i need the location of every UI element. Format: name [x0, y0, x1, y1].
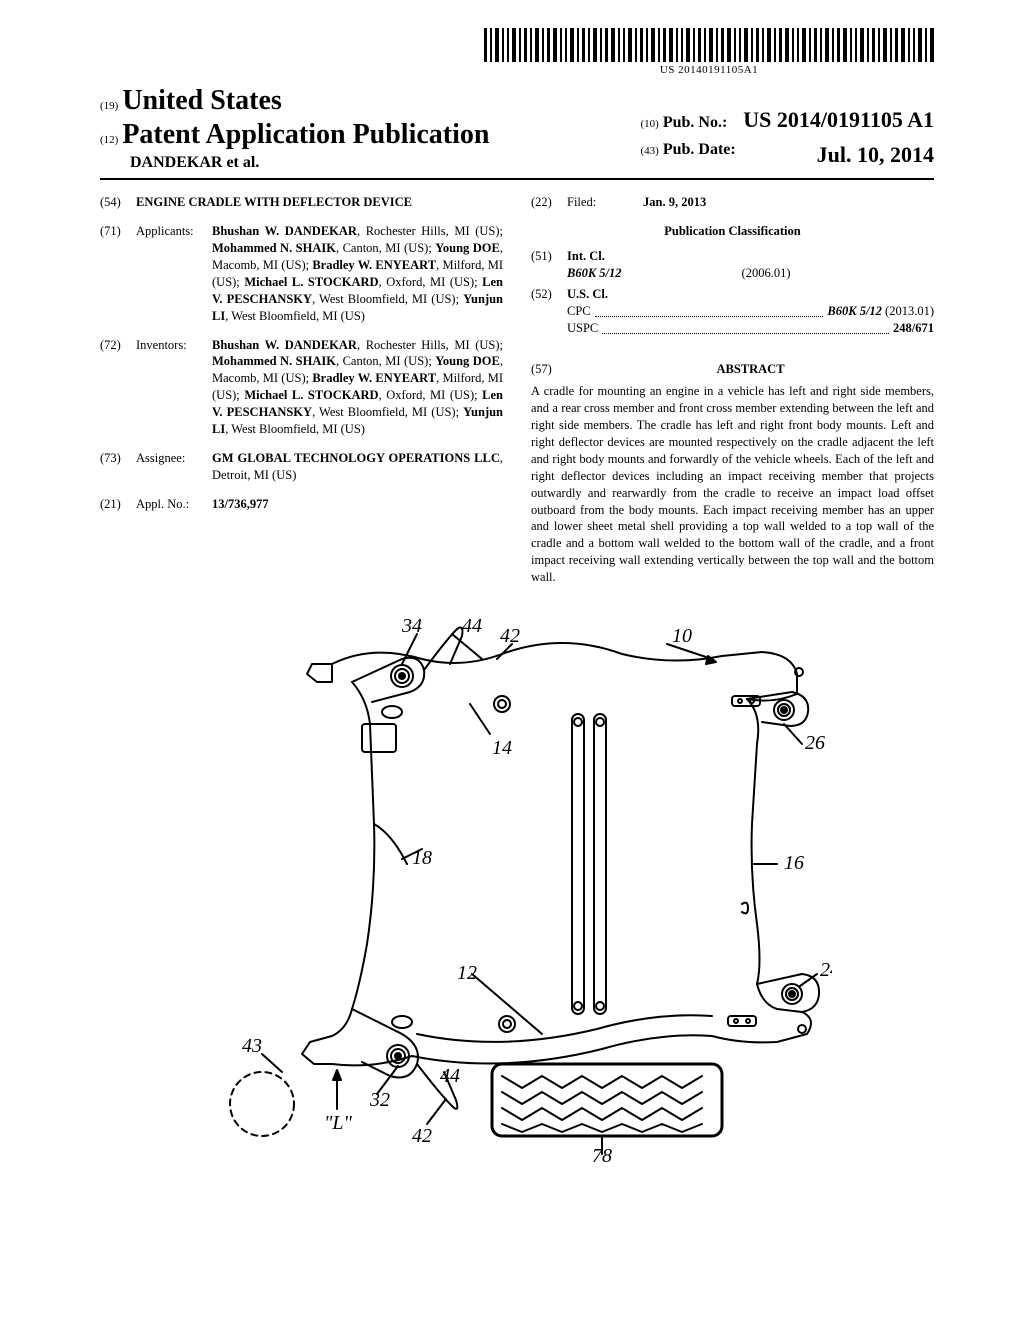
fig-label-16: 16	[784, 852, 804, 874]
country: United States	[122, 85, 281, 116]
fig-label-42a: 42	[500, 625, 520, 647]
field-22: (22) Filed: Jan. 9, 2013	[531, 194, 934, 211]
header-authors: DANDEKAR et al.	[100, 153, 489, 172]
field-52: (52) U.S. Cl. CPC B60K 5/12 (2013.01) US…	[531, 286, 934, 337]
title: ENGINE CRADLE WITH DEFLECTOR DEVICE	[136, 194, 503, 211]
code-57: (57)	[531, 361, 567, 378]
code-19: (19)	[100, 100, 118, 112]
right-column: (22) Filed: Jan. 9, 2013 Publication Cla…	[531, 194, 934, 586]
code-54: (54)	[100, 194, 136, 211]
figure-svg: 10 12 14 16 18 24 26 32 34 42 42 43 44 4…	[202, 604, 832, 1164]
label-22: Filed:	[567, 194, 643, 211]
fig-label-44b: 44	[440, 1065, 460, 1087]
fig-label-43: 43	[242, 1035, 262, 1057]
doc-header: (19) United States (12) Patent Applicati…	[100, 84, 934, 180]
header-right: (10) Pub. No.: US 2014/0191105 A1 (43) P…	[641, 102, 934, 172]
barcode-text: US 20140191105A1	[484, 64, 934, 76]
pubclass-heading: Publication Classification	[531, 223, 934, 240]
code-73: (73)	[100, 450, 136, 484]
field-57: (57) ABSTRACT	[531, 349, 934, 384]
doc-kind: Patent Application Publication	[122, 119, 489, 150]
fig-label-34: 34	[401, 615, 422, 637]
cpc-value: B60K 5/12 (2013.01)	[827, 303, 934, 320]
left-column: (54) ENGINE CRADLE WITH DEFLECTOR DEVICE…	[100, 194, 503, 586]
filed-date: Jan. 9, 2013	[643, 194, 934, 211]
intcl-year: (2006.01)	[742, 265, 791, 282]
field-72: (72) Inventors: Bhushan W. DANDEKAR, Roc…	[100, 337, 503, 438]
fig-label-44a: 44	[462, 615, 482, 637]
code-71: (71)	[100, 223, 136, 324]
label-21: Appl. No.:	[136, 496, 212, 513]
applicants: Bhushan W. DANDEKAR, Rochester Hills, MI…	[212, 223, 503, 324]
fig-label-42b: 42	[412, 1125, 432, 1147]
label-71: Applicants:	[136, 223, 212, 324]
biblio-columns: (54) ENGINE CRADLE WITH DEFLECTOR DEVICE…	[100, 194, 934, 586]
cpc-label: CPC	[567, 303, 591, 320]
appl-no: 13/736,977	[212, 496, 503, 513]
code-10: (10)	[641, 118, 659, 130]
code-72: (72)	[100, 337, 136, 438]
fig-label-L: "L"	[324, 1112, 353, 1134]
inventors: Bhushan W. DANDEKAR, Rochester Hills, MI…	[212, 337, 503, 438]
int-cl: Int. Cl. B60K 5/12 (2006.01)	[567, 248, 934, 282]
fig-label-18: 18	[412, 847, 432, 869]
field-73: (73) Assignee: GM GLOBAL TECHNOLOGY OPER…	[100, 450, 503, 484]
abstract-text: A cradle for mounting an engine in a veh…	[531, 383, 934, 586]
pubdate: Jul. 10, 2014	[817, 137, 934, 172]
label-73: Assignee:	[136, 450, 212, 484]
fig-label-10: 10	[672, 625, 692, 647]
pubdate-label: Pub. Date:	[663, 141, 736, 158]
figure: 10 12 14 16 18 24 26 32 34 42 42 43 44 4…	[100, 604, 934, 1169]
uspc-label: USPC	[567, 320, 598, 337]
code-12: (12)	[100, 134, 118, 146]
intcl-label: Int. Cl.	[567, 248, 934, 265]
code-51: (51)	[531, 248, 567, 282]
intcl-code: B60K 5/12	[567, 265, 622, 282]
fig-label-32: 32	[369, 1089, 390, 1111]
header-left: (19) United States (12) Patent Applicati…	[100, 84, 489, 172]
field-21: (21) Appl. No.: 13/736,977	[100, 496, 503, 513]
assignee: GM GLOBAL TECHNOLOGY OPERATIONS LLC, Det…	[212, 450, 503, 484]
uscl-label: U.S. Cl.	[567, 286, 934, 303]
pubno-label: Pub. No.:	[663, 114, 727, 131]
code-43: (43)	[641, 145, 659, 157]
patent-page: US 20140191105A1 (19) United States (12)…	[0, 0, 1024, 1320]
us-cl: U.S. Cl. CPC B60K 5/12 (2013.01) USPC 24…	[567, 286, 934, 337]
fig-label-78: 78	[592, 1145, 612, 1164]
field-54: (54) ENGINE CRADLE WITH DEFLECTOR DEVICE	[100, 194, 503, 211]
fig-label-26: 26	[805, 732, 825, 754]
pubno: US 2014/0191105 A1	[743, 107, 934, 132]
code-21: (21)	[100, 496, 136, 513]
fig-label-12: 12	[457, 962, 477, 984]
abstract-heading: ABSTRACT	[567, 361, 934, 378]
field-71: (71) Applicants: Bhushan W. DANDEKAR, Ro…	[100, 223, 503, 324]
label-72: Inventors:	[136, 337, 212, 438]
barcode-block: US 20140191105A1	[100, 28, 934, 78]
field-51: (51) Int. Cl. B60K 5/12 (2006.01)	[531, 248, 934, 282]
uspc-value: 248/671	[893, 320, 934, 337]
fig-label-14: 14	[492, 737, 512, 759]
code-22: (22)	[531, 194, 567, 211]
fig-label-24: 24	[820, 959, 832, 981]
barcode: US 20140191105A1	[484, 28, 934, 76]
code-52: (52)	[531, 286, 567, 337]
